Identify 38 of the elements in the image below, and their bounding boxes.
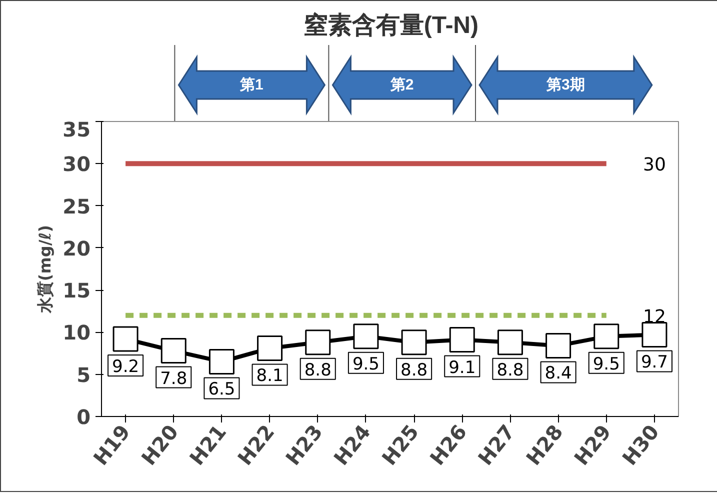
point bbox=[594, 324, 620, 350]
point bbox=[208, 348, 234, 374]
point bbox=[257, 335, 283, 361]
y-tick-label: 0 bbox=[76, 405, 91, 429]
text: 第1 bbox=[239, 76, 264, 94]
data-label: 9.5 bbox=[352, 354, 380, 374]
y-tick-label: 10 bbox=[62, 320, 91, 345]
data-label: 7.8 bbox=[160, 368, 188, 389]
data-label: 8.8 bbox=[304, 360, 332, 380]
data-label: 8.8 bbox=[400, 360, 428, 380]
data-label: 6.5 bbox=[208, 380, 236, 400]
data-label: 8.1 bbox=[256, 366, 284, 386]
chart-title: 窒素含有量(T-N) bbox=[304, 11, 479, 39]
text: 第3期 bbox=[546, 76, 585, 94]
point bbox=[112, 326, 138, 352]
data-label: 9.7 bbox=[640, 352, 668, 373]
y-tick-label: 30 bbox=[62, 152, 91, 176]
data-label: 9.1 bbox=[448, 358, 476, 378]
point bbox=[401, 330, 427, 356]
ref-line-label: 30 bbox=[643, 154, 666, 176]
y-tick-label: 5 bbox=[76, 362, 91, 387]
point bbox=[160, 338, 186, 364]
data-label: 8.8 bbox=[496, 360, 524, 380]
y-tick-label: 15 bbox=[62, 278, 91, 303]
point bbox=[642, 322, 668, 348]
y-axis-title: 水質(mg/ℓ) bbox=[36, 224, 55, 314]
text: 第2 bbox=[389, 76, 414, 94]
data-label: 9.5 bbox=[592, 354, 620, 374]
point bbox=[497, 330, 523, 356]
point bbox=[353, 324, 379, 350]
y-tick-label: 20 bbox=[62, 236, 91, 260]
point bbox=[305, 330, 331, 356]
data-label: 9.2 bbox=[112, 356, 140, 377]
point bbox=[449, 327, 475, 353]
y-tick-label: 35 bbox=[62, 118, 91, 142]
data-label: 8.4 bbox=[544, 364, 572, 384]
y-tick-label: 25 bbox=[62, 194, 91, 218]
point bbox=[546, 332, 572, 358]
